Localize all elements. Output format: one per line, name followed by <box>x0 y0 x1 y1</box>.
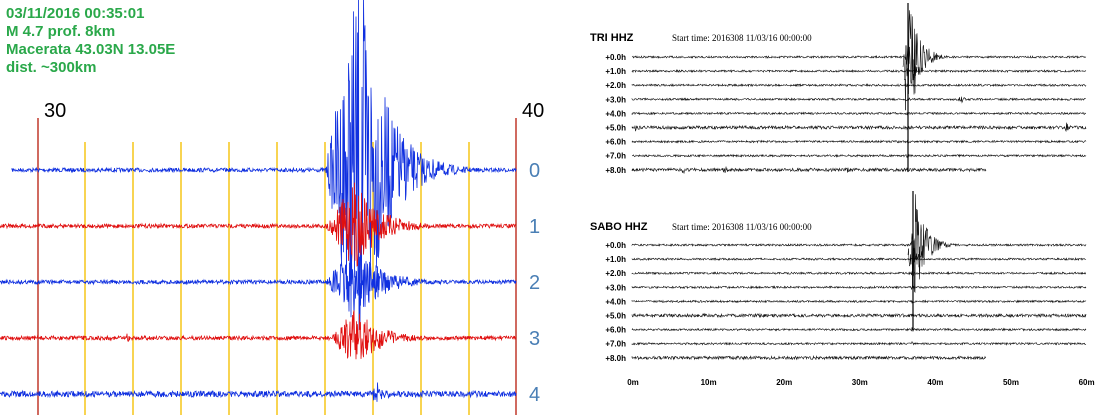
waveform <box>631 10 1087 95</box>
panel-title: SABO HHZ <box>590 221 648 233</box>
row-label: +3.0h <box>605 283 626 292</box>
row-label: +0.0h <box>605 53 626 62</box>
waveform <box>11 0 517 331</box>
x-axis-label: 20m <box>776 378 792 387</box>
waveform <box>631 270 1087 276</box>
row-label: +7.0h <box>605 340 626 349</box>
waveform <box>631 122 1087 133</box>
event-info: Macerata 43.03N 13.05E <box>6 41 175 58</box>
trace-label: 4 <box>529 384 540 406</box>
waveform <box>631 355 986 361</box>
waveform <box>0 182 517 267</box>
time-label: 30 <box>44 100 66 122</box>
waveform <box>631 341 1087 346</box>
trace-label: 1 <box>529 216 540 238</box>
waveform <box>631 111 1086 116</box>
panel-title: TRI HHZ <box>590 32 634 44</box>
row-label: +5.0h <box>605 312 626 321</box>
waveform <box>0 248 517 317</box>
x-axis-label: 0m <box>627 378 639 387</box>
row-label: +2.0h <box>605 269 626 278</box>
event-info: 03/11/2016 00:35:01 <box>6 5 144 22</box>
row-label: +1.0h <box>605 67 626 76</box>
x-axis-label: 40m <box>927 378 943 387</box>
waveform <box>631 327 1087 332</box>
row-label: +1.0h <box>605 255 626 264</box>
row-label: +4.0h <box>605 109 626 118</box>
waveform <box>902 41 918 111</box>
waveform <box>631 139 1087 144</box>
trace-label: 2 <box>529 272 540 294</box>
waveform <box>631 285 1087 291</box>
waveform <box>631 299 1087 304</box>
waveform <box>631 194 1087 294</box>
row-label: +6.0h <box>605 138 626 147</box>
waveform <box>631 69 1087 75</box>
x-axis-label: 10m <box>701 378 717 387</box>
time-grid <box>37 118 517 415</box>
event-info: M 4.7 prof. 8km <box>6 23 115 40</box>
row-label: +0.0h <box>605 241 626 250</box>
x-axis-label: 30m <box>852 378 868 387</box>
waveform <box>0 382 517 402</box>
x-axis-label: 60m <box>1079 378 1095 387</box>
row-label: +7.0h <box>605 152 626 161</box>
x-axis-label: 50m <box>1003 378 1019 387</box>
start-time: Start time: 2016308 11/03/16 00:00:00 <box>672 33 812 43</box>
row-label: +8.0h <box>605 166 626 175</box>
trace-label: 0 <box>529 160 540 182</box>
start-time: Start time: 2016308 11/03/16 00:00:00 <box>672 222 812 232</box>
row-label: +6.0h <box>605 326 626 335</box>
waveform <box>631 83 1087 88</box>
row-label: +3.0h <box>605 95 626 104</box>
waveform <box>631 312 1087 319</box>
waveform <box>907 238 923 288</box>
waveform <box>0 310 517 360</box>
row-label: +4.0h <box>605 297 626 306</box>
waveform <box>631 256 1087 262</box>
row-label: +2.0h <box>605 81 626 90</box>
trace-label: 3 <box>529 328 540 350</box>
time-label: 40 <box>522 100 544 122</box>
row-label: +8.0h <box>605 354 626 363</box>
waveform <box>631 96 1086 104</box>
row-label: +5.0h <box>605 124 626 133</box>
event-info: dist. ~300km <box>6 59 96 76</box>
waveform <box>631 166 987 175</box>
waveform <box>631 153 1087 159</box>
